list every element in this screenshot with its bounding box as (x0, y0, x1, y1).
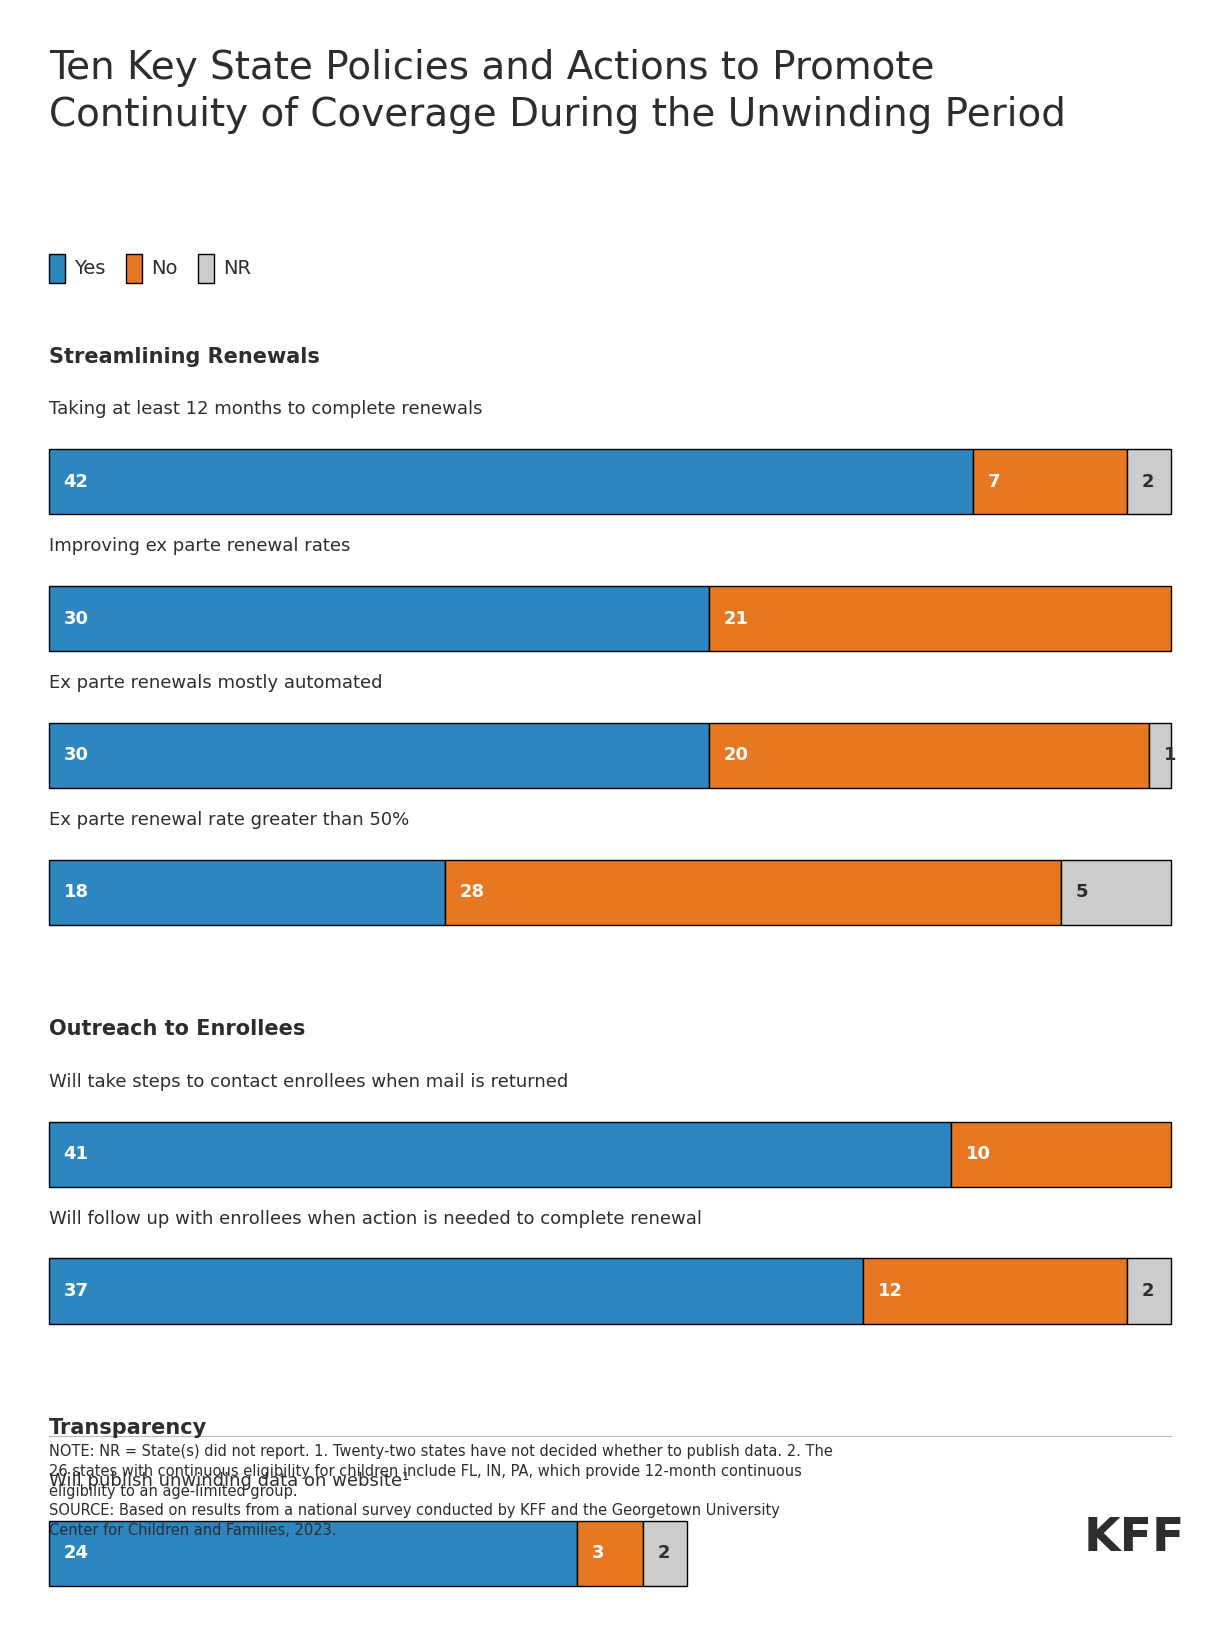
Text: 30: 30 (63, 609, 88, 628)
Text: Transparency: Transparency (49, 1418, 207, 1438)
Text: Outreach to Enrollees: Outreach to Enrollees (49, 1019, 305, 1039)
FancyBboxPatch shape (1061, 860, 1171, 925)
Text: 10: 10 (966, 1144, 991, 1164)
Text: No: No (151, 259, 178, 278)
FancyBboxPatch shape (49, 1258, 863, 1324)
FancyBboxPatch shape (198, 254, 214, 283)
Text: 1: 1 (1164, 746, 1176, 765)
Text: Taking at least 12 months to complete renewals: Taking at least 12 months to complete re… (49, 400, 482, 418)
FancyBboxPatch shape (49, 1122, 952, 1187)
Text: 21: 21 (723, 609, 749, 628)
FancyBboxPatch shape (49, 449, 974, 514)
Text: 18: 18 (63, 882, 89, 902)
Text: Yes: Yes (74, 259, 106, 278)
FancyBboxPatch shape (952, 1122, 1171, 1187)
FancyBboxPatch shape (445, 860, 1061, 925)
Text: Ex parte renewal rate greater than 50%: Ex parte renewal rate greater than 50% (49, 811, 409, 829)
Text: 2: 2 (1142, 1281, 1154, 1301)
Text: 37: 37 (63, 1281, 88, 1301)
Text: NR: NR (223, 259, 251, 278)
Text: 24: 24 (63, 1543, 88, 1563)
Text: 2: 2 (1142, 472, 1154, 492)
Text: 30: 30 (63, 746, 88, 765)
FancyBboxPatch shape (49, 586, 709, 651)
FancyBboxPatch shape (863, 1258, 1127, 1324)
Text: Streamlining Renewals: Streamlining Renewals (49, 347, 320, 366)
Text: 5: 5 (1076, 882, 1088, 902)
FancyBboxPatch shape (1149, 723, 1171, 788)
Text: 42: 42 (63, 472, 88, 492)
Text: Will follow up with enrollees when action is needed to complete renewal: Will follow up with enrollees when actio… (49, 1210, 701, 1228)
Text: 3: 3 (592, 1543, 604, 1563)
Text: KFF: KFF (1083, 1516, 1186, 1561)
FancyBboxPatch shape (1127, 449, 1171, 514)
FancyBboxPatch shape (49, 1521, 577, 1586)
Text: 7: 7 (988, 472, 1000, 492)
FancyBboxPatch shape (974, 449, 1127, 514)
Text: Improving ex parte renewal rates: Improving ex parte renewal rates (49, 537, 350, 555)
FancyBboxPatch shape (49, 860, 445, 925)
FancyBboxPatch shape (1127, 1258, 1171, 1324)
Text: Ex parte renewals mostly automated: Ex parte renewals mostly automated (49, 674, 382, 692)
Text: 12: 12 (877, 1281, 903, 1301)
FancyBboxPatch shape (49, 254, 65, 283)
Text: NOTE: NR = State(s) did not report. 1. Twenty-two states have not decided whethe: NOTE: NR = State(s) did not report. 1. T… (49, 1444, 833, 1538)
FancyBboxPatch shape (49, 723, 709, 788)
Text: 2: 2 (658, 1543, 670, 1563)
FancyBboxPatch shape (709, 586, 1171, 651)
Text: Will take steps to contact enrollees when mail is returned: Will take steps to contact enrollees whe… (49, 1073, 569, 1091)
Text: 28: 28 (460, 882, 484, 902)
Text: 20: 20 (723, 746, 749, 765)
FancyBboxPatch shape (577, 1521, 643, 1586)
Text: Ten Key State Policies and Actions to Promote
Continuity of Coverage During the : Ten Key State Policies and Actions to Pr… (49, 49, 1066, 133)
FancyBboxPatch shape (643, 1521, 687, 1586)
FancyBboxPatch shape (126, 254, 142, 283)
Text: 41: 41 (63, 1144, 88, 1164)
Text: Will publish unwinding data on website¹: Will publish unwinding data on website¹ (49, 1472, 409, 1490)
FancyBboxPatch shape (709, 723, 1149, 788)
